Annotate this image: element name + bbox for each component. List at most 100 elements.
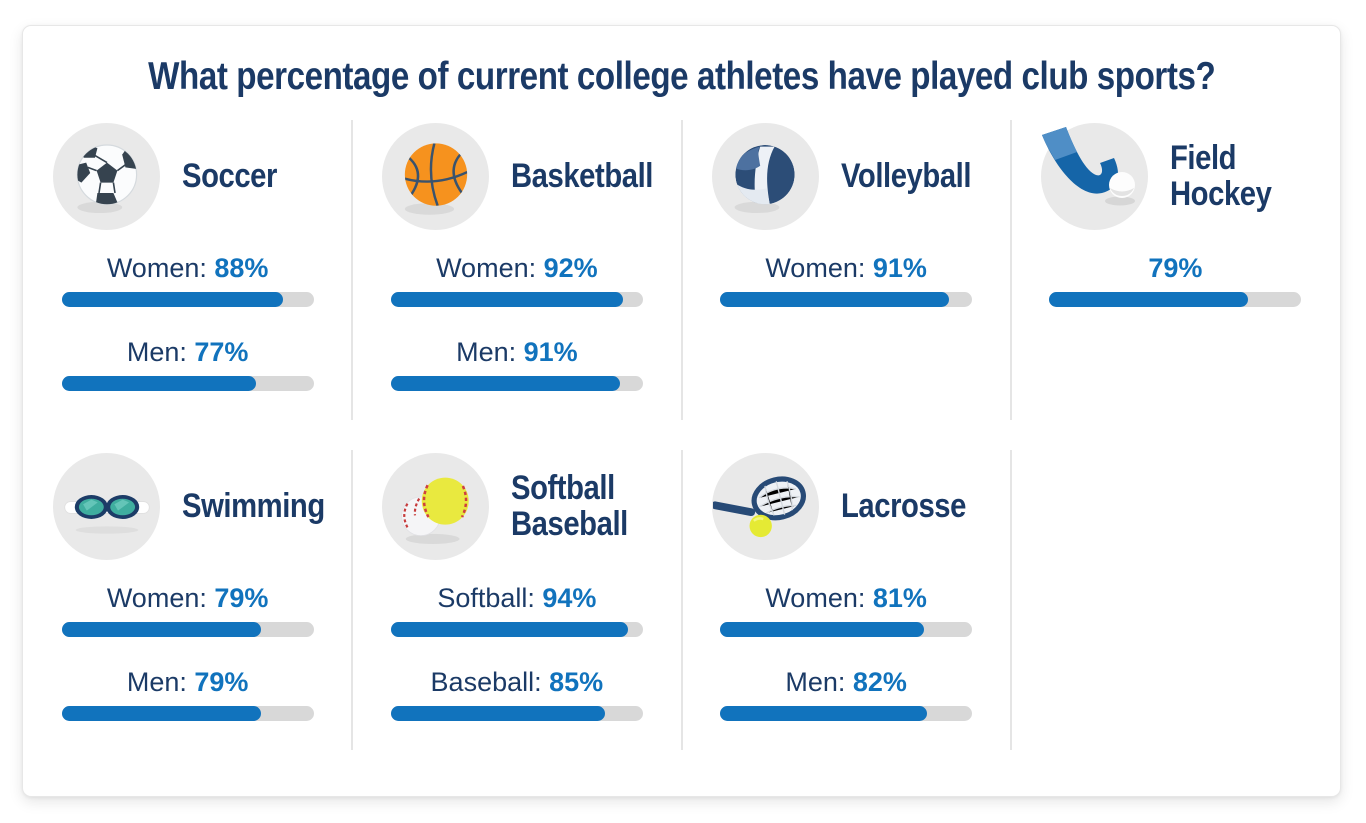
sport-card-softball-baseball: Softball Baseball Softball: 94% Baseball: 8… [352, 450, 683, 783]
stat-text: 79% [1049, 253, 1301, 284]
progress-fill [390, 376, 621, 392]
stat-text: Women: 91% [720, 253, 972, 284]
progress-fill [1049, 292, 1249, 308]
stat-row: Women: 91% [720, 253, 973, 308]
stat-row: Women: 79% [61, 583, 314, 638]
progress-track [390, 292, 643, 308]
stat-text: Women: 88% [62, 253, 314, 284]
stat-row: Men: 91% [390, 337, 643, 392]
sport-card-basketball: Basketball Women: 92% Men: 91% [352, 120, 683, 453]
sport-icon-circle [711, 453, 819, 560]
stat-value: 81% [872, 583, 927, 613]
stat-text: Softball: 94% [391, 583, 643, 614]
stat-label: Women: [436, 253, 537, 283]
sport-header: Volleyball [682, 123, 1011, 230]
progress-track [390, 622, 643, 638]
stat-row: Women: 92% [390, 253, 643, 308]
sport-name: Lacrosse [840, 486, 966, 525]
sport-header: Swimming [23, 453, 352, 560]
sport-card-volleyball: Volleyball Women: 91% [682, 120, 1013, 453]
sport-card-swimming: Swimming Women: 79% Men: 79% [23, 450, 354, 783]
stat-label: Women: [765, 253, 866, 283]
sport-header: Soccer [23, 123, 352, 230]
stat-row: Men: 82% [720, 667, 973, 722]
progress-track [61, 706, 314, 722]
progress-track [1049, 292, 1302, 308]
progress-fill [720, 706, 927, 722]
progress-fill [61, 622, 261, 638]
stat-label: Baseball: [430, 667, 542, 698]
sport-icon-circle [53, 453, 160, 560]
sport-icon-circle [53, 123, 160, 230]
progress-fill [390, 292, 623, 308]
progress-fill [390, 622, 628, 638]
progress-track [390, 706, 643, 722]
progress-track [390, 376, 643, 392]
sports-grid: Soccer Women: 88% Men: 77% Basketball Women… [23, 120, 1340, 783]
stat-row: Women: 81% [720, 583, 973, 638]
sport-header: Lacrosse [682, 453, 1011, 560]
stat-label: Women: [106, 253, 207, 283]
progress-fill [390, 706, 606, 722]
stat-value: 85% [549, 667, 604, 698]
progress-track [61, 622, 314, 638]
stat-value: 79% [214, 583, 269, 613]
progress-fill [720, 292, 950, 308]
progress-track [61, 292, 314, 308]
stat-text: Women: 92% [391, 253, 643, 284]
stat-row: Men: 79% [61, 667, 314, 722]
stat-text: Women: 81% [720, 583, 972, 614]
stat-value: 77% [194, 337, 249, 368]
sport-name: Field Hockey [1169, 139, 1272, 213]
stat-label: Men: [126, 667, 187, 698]
stat-row: Men: 77% [61, 337, 314, 392]
stat-row: Softball: 94% [390, 583, 643, 638]
stat-value: 91% [523, 337, 578, 368]
stat-value: 94% [542, 583, 597, 613]
sport-header: Softball Baseball [352, 453, 681, 560]
stat-label: Men: [456, 337, 517, 368]
sport-name: Softball Baseball [511, 469, 629, 543]
stat-row: Women: 88% [61, 253, 314, 308]
stat-row: Baseball: 85% [390, 667, 643, 722]
progress-fill [61, 706, 261, 722]
stat-row: 79% [1049, 253, 1302, 308]
stat-text: Men: 82% [720, 667, 972, 698]
progress-track [720, 622, 973, 638]
stat-value: 82% [852, 667, 907, 698]
progress-fill [61, 292, 284, 308]
stat-text: Men: 91% [391, 337, 643, 368]
progress-track [61, 376, 314, 392]
page-title: What percentage of current college athle… [147, 55, 1216, 98]
stat-text: Men: 79% [62, 667, 314, 698]
sport-icon-circle [382, 123, 490, 230]
stat-text: Women: 79% [62, 583, 314, 614]
stat-label: Women: [765, 583, 866, 613]
stat-label: Men: [126, 337, 187, 368]
stat-value: 92% [543, 253, 598, 283]
progress-track [720, 706, 973, 722]
stat-value: 79% [194, 667, 249, 698]
sport-name: Volleyball [840, 156, 971, 195]
stat-label: Men: [785, 667, 846, 698]
progress-fill [720, 622, 925, 638]
sport-card-lacrosse: Lacrosse Women: 81% Men: 82% [682, 450, 1013, 783]
sport-icon-circle [711, 123, 819, 230]
sport-icon-circle [382, 453, 490, 560]
sport-card-soccer: Soccer Women: 88% Men: 77% [23, 120, 354, 453]
stat-text: Baseball: 85% [391, 667, 643, 698]
stat-value: 91% [872, 253, 927, 283]
stat-value: 79% [1148, 253, 1203, 283]
sport-name: Swimming [182, 486, 325, 525]
infographic-card: What percentage of current college athle… [22, 25, 1341, 797]
stat-value: 88% [214, 253, 269, 283]
empty-cell [1011, 453, 1340, 783]
stat-label: Softball: [437, 583, 535, 613]
stat-text: Men: 77% [62, 337, 314, 368]
progress-track [720, 292, 973, 308]
sport-name: Basketball [511, 156, 654, 195]
stat-label: Women: [106, 583, 207, 613]
progress-fill [61, 376, 256, 392]
sport-header: Field Hockey [1011, 123, 1340, 230]
sport-icon-circle [1040, 123, 1148, 230]
